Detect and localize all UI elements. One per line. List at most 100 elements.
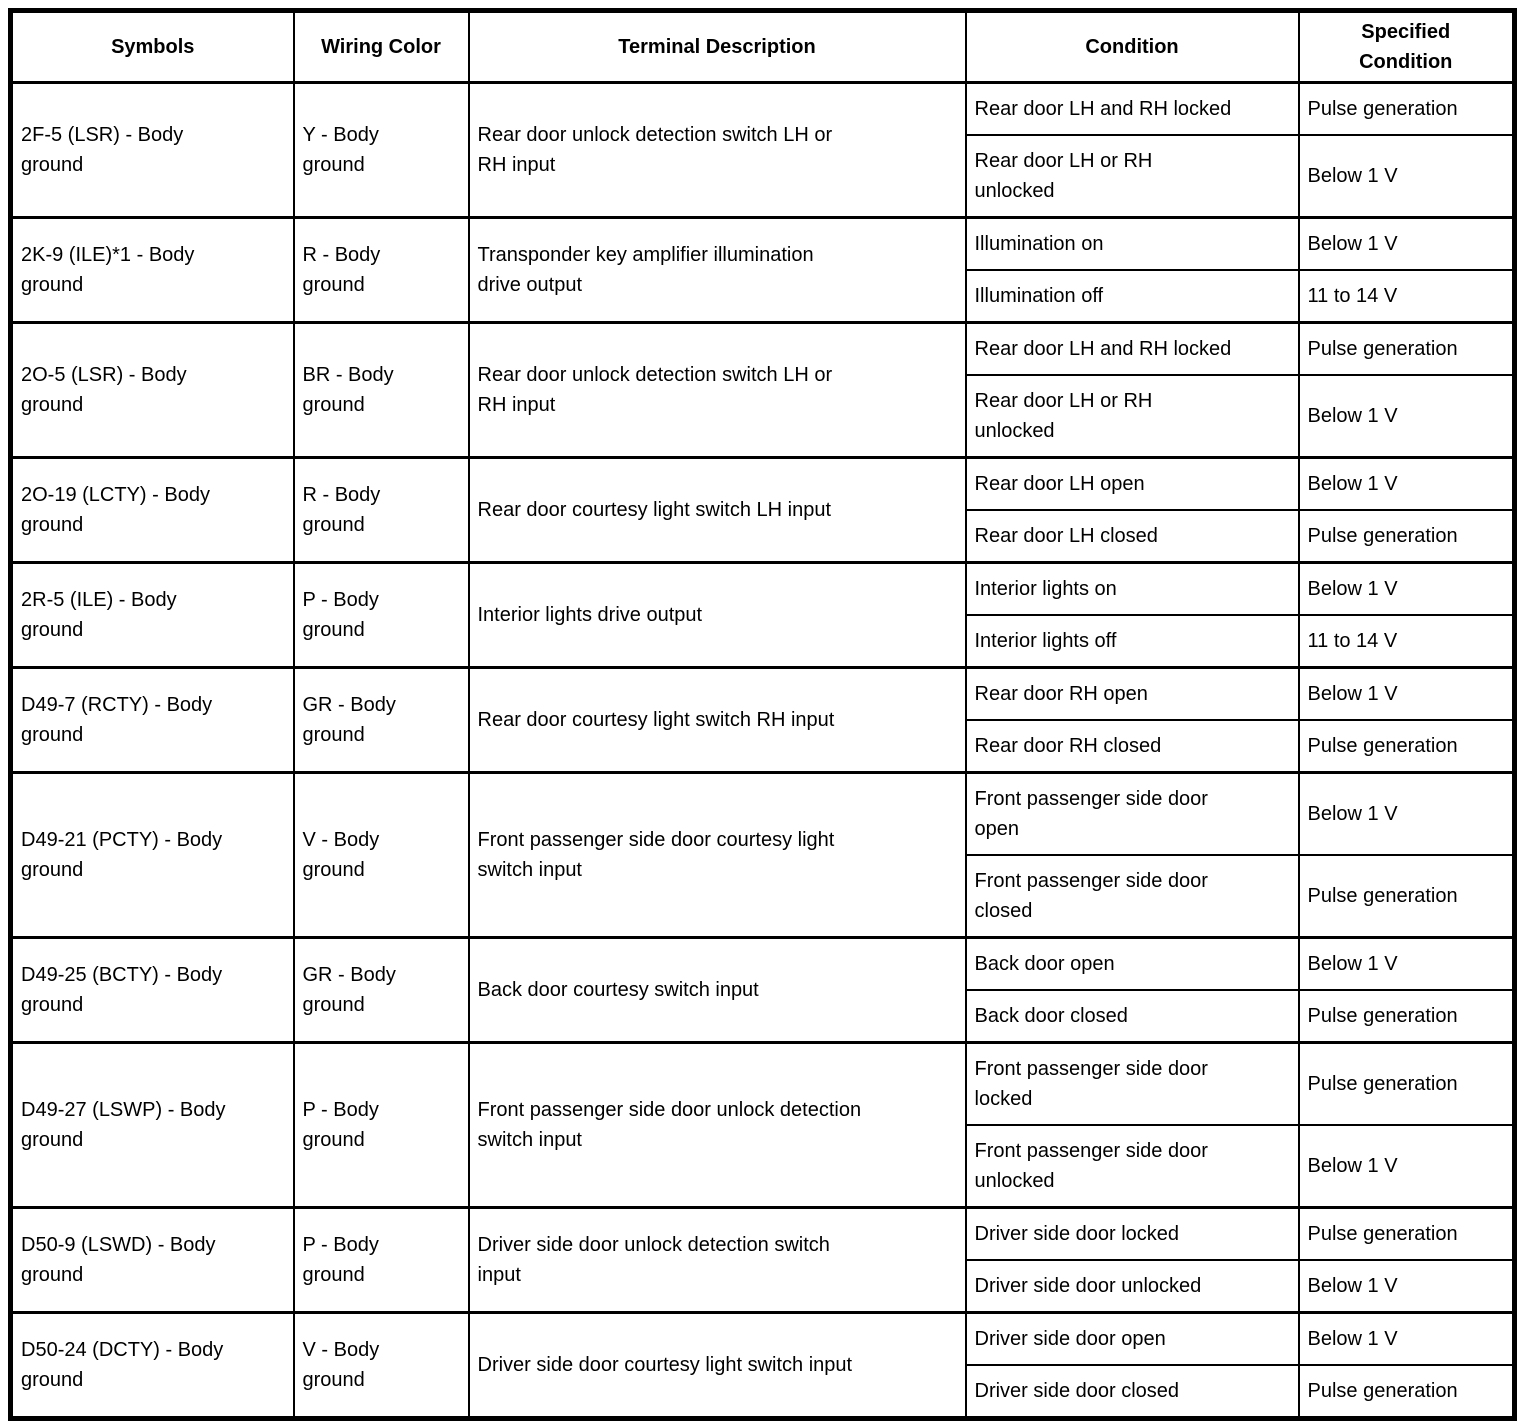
terminal-description-cell: Front passenger side door courtesy light… xyxy=(467,771,967,939)
condition-cell: Driver side door unlocked xyxy=(964,1259,1300,1314)
table-row: 2K-9 (ILE)*1 - Body ground R - Body groun… xyxy=(9,216,1516,324)
table-row: 2O-19 (LCTY) - Body ground R - Body groun… xyxy=(9,456,1516,564)
table-subrow: Rear door LH or RH unlocked Below 1 V xyxy=(11,134,1516,219)
specified-condition-cell: Pulse generation xyxy=(1297,321,1516,376)
table-subrow: Illumination off 11 to 14 V xyxy=(11,269,1516,324)
specified-condition-cell: Pulse generation xyxy=(1297,1206,1516,1261)
table-row: D49-25 (BCTY) - Body ground GR - Body gro… xyxy=(9,936,1516,1044)
condition-cell: Front passenger side door open xyxy=(964,771,1300,856)
specified-condition-cell: 11 to 14 V xyxy=(1297,269,1516,324)
condition-cell: Driver side door locked xyxy=(964,1206,1300,1261)
condition-cell: Rear door LH or RH unlocked xyxy=(964,134,1300,219)
table-subrow: Rear door RH closed Pulse generation xyxy=(11,719,1516,774)
header-terminal-description: Terminal Description xyxy=(467,9,967,84)
terminal-description-cell: Front passenger side door unlock detecti… xyxy=(467,1041,967,1209)
symbol-cell: D50-9 (LSWD) - Body ground xyxy=(9,1206,295,1314)
condition-cell: Front passenger side door unlocked xyxy=(964,1124,1300,1209)
table-subrow: Front passenger side door unlocked Below … xyxy=(11,1124,1516,1209)
condition-cell: Rear door RH closed xyxy=(964,719,1300,774)
wiring-color-cell: P - Body ground xyxy=(292,1041,470,1209)
symbol-cell: 2O-19 (LCTY) - Body ground xyxy=(9,456,295,564)
terminal-description-cell: Transponder key amplifier illumination d… xyxy=(467,216,967,324)
table-row: D50-9 (LSWD) - Body ground P - Body groun… xyxy=(9,1206,1516,1314)
wiring-color-cell: Y - Body ground xyxy=(292,81,470,219)
specified-condition-cell: Below 1 V xyxy=(1297,666,1516,721)
wiring-color-cell: BR - Body ground xyxy=(292,321,470,459)
header-row: Symbols Wiring Color Terminal Descriptio… xyxy=(9,9,1516,84)
condition-cell: Illumination on xyxy=(964,216,1300,271)
terminal-description-cell: Rear door courtesy light switch LH input xyxy=(467,456,967,564)
specified-condition-cell: Pulse generation xyxy=(1297,989,1516,1044)
symbol-cell: D50-24 (DCTY) - Body ground xyxy=(9,1311,295,1420)
terminal-description-cell: Rear door unlock detection switch LH or … xyxy=(467,321,967,459)
specified-condition-cell: Below 1 V xyxy=(1297,561,1516,616)
specified-condition-cell: Pulse generation xyxy=(1297,81,1516,136)
terminal-description-cell: Back door courtesy switch input xyxy=(467,936,967,1044)
condition-cell: Rear door RH open xyxy=(964,666,1300,721)
table-row: D50-24 (DCTY) - Body ground V - Body grou… xyxy=(9,1311,1516,1420)
condition-cell: Back door open xyxy=(964,936,1300,991)
condition-cell: Driver side door closed xyxy=(964,1364,1300,1420)
condition-cell: Rear door LH and RH locked xyxy=(964,81,1300,136)
document-page: Symbols Wiring Color Terminal Descriptio… xyxy=(8,8,1517,1421)
specified-condition-cell: Below 1 V xyxy=(1297,374,1516,459)
specified-condition-cell: Below 1 V xyxy=(1297,936,1516,991)
table-row: 2F-5 (LSR) - Body ground Y - Body ground R… xyxy=(9,81,1516,219)
specified-condition-cell: Below 1 V xyxy=(1297,456,1516,511)
terminal-specification-table: Symbols Wiring Color Terminal Descriptio… xyxy=(8,8,1517,1421)
condition-cell: Driver side door open xyxy=(964,1311,1300,1366)
specified-condition-cell: Below 1 V xyxy=(1297,1311,1516,1366)
header-symbols: Symbols xyxy=(9,9,295,84)
table-subrow: Back door closed Pulse generation xyxy=(11,989,1516,1044)
specified-condition-cell: Below 1 V xyxy=(1297,1124,1516,1209)
wiring-color-cell: P - Body ground xyxy=(292,1206,470,1314)
specified-condition-cell: Pulse generation xyxy=(1297,854,1516,939)
wiring-color-cell: V - Body ground xyxy=(292,1311,470,1420)
table-row: 2R-5 (ILE) - Body ground P - Body ground I… xyxy=(9,561,1516,669)
symbol-cell: 2O-5 (LSR) - Body ground xyxy=(9,321,295,459)
symbol-cell: 2R-5 (ILE) - Body ground xyxy=(9,561,295,669)
table-row: D49-21 (PCTY) - Body ground V - Body grou… xyxy=(9,771,1516,939)
table-row: D49-27 (LSWP) - Body ground P - Body grou… xyxy=(9,1041,1516,1209)
symbol-cell: D49-27 (LSWP) - Body ground xyxy=(9,1041,295,1209)
condition-cell: Rear door LH closed xyxy=(964,509,1300,564)
condition-cell: Front passenger side door closed xyxy=(964,854,1300,939)
specified-condition-cell: Below 1 V xyxy=(1297,134,1516,219)
terminal-description-cell: Rear door unlock detection switch LH or … xyxy=(467,81,967,219)
condition-cell: Front passenger side door locked xyxy=(964,1041,1300,1126)
specified-condition-cell: 11 to 14 V xyxy=(1297,614,1516,669)
specified-condition-cell: Pulse generation xyxy=(1297,1364,1516,1420)
wiring-color-cell: R - Body ground xyxy=(292,216,470,324)
specified-condition-cell: Pulse generation xyxy=(1297,1041,1516,1126)
table-subrow: Rear door LH or RH unlocked Below 1 V xyxy=(11,374,1516,459)
table-row: 2O-5 (LSR) - Body ground BR - Body ground… xyxy=(9,321,1516,459)
wiring-color-cell: GR - Body ground xyxy=(292,666,470,774)
symbol-cell: D49-25 (BCTY) - Body ground xyxy=(9,936,295,1044)
specified-condition-cell: Below 1 V xyxy=(1297,1259,1516,1314)
header-specified-condition: Specified Condition xyxy=(1297,9,1516,84)
wiring-color-cell: R - Body ground xyxy=(292,456,470,564)
condition-cell: Rear door LH open xyxy=(964,456,1300,511)
wiring-color-cell: V - Body ground xyxy=(292,771,470,939)
header-wiring-color: Wiring Color xyxy=(292,9,470,84)
header-condition: Condition xyxy=(964,9,1300,84)
condition-cell: Interior lights on xyxy=(964,561,1300,616)
terminal-description-cell: Driver side door courtesy light switch i… xyxy=(467,1311,967,1420)
specified-condition-cell: Pulse generation xyxy=(1297,509,1516,564)
condition-cell: Rear door LH or RH unlocked xyxy=(964,374,1300,459)
table-subrow: Rear door LH closed Pulse generation xyxy=(11,509,1516,564)
condition-cell: Back door closed xyxy=(964,989,1300,1044)
symbol-cell: 2K-9 (ILE)*1 - Body ground xyxy=(9,216,295,324)
terminal-description-cell: Interior lights drive output xyxy=(467,561,967,669)
table-header: Symbols Wiring Color Terminal Descriptio… xyxy=(9,9,1516,84)
condition-cell: Illumination off xyxy=(964,269,1300,324)
specified-condition-cell: Below 1 V xyxy=(1297,216,1516,271)
specified-condition-cell: Below 1 V xyxy=(1297,771,1516,856)
table-row: D49-7 (RCTY) - Body ground GR - Body grou… xyxy=(9,666,1516,774)
table-body: 2F-5 (LSR) - Body ground Y - Body ground R… xyxy=(9,81,1516,1420)
condition-cell: Rear door LH and RH locked xyxy=(964,321,1300,376)
table-subrow: Front passenger side door closed Pulse ge… xyxy=(11,854,1516,939)
table-subrow: Interior lights off 11 to 14 V xyxy=(11,614,1516,669)
terminal-description-cell: Rear door courtesy light switch RH input xyxy=(467,666,967,774)
condition-cell: Interior lights off xyxy=(964,614,1300,669)
